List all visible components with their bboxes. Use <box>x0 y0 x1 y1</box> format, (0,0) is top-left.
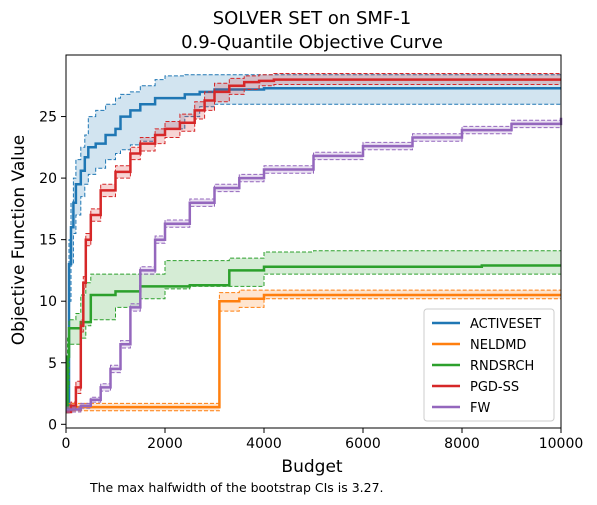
legend: ACTIVESET NELDMD RNDSRCH PGD-SS FW <box>423 308 555 422</box>
line-fw <box>66 117 563 411</box>
y-axis: 0 5 10 15 20 25 <box>39 110 66 433</box>
plot-area <box>65 54 563 429</box>
ci-upper-fw <box>66 114 562 408</box>
series-neldmd <box>66 289 561 412</box>
legend-label-neldmd: NELDMD <box>470 338 526 353</box>
x-tick-label: 0 <box>62 436 71 452</box>
plot-frame <box>65 54 562 429</box>
chart-subtitle: 0.9-Quantile Objective Curve <box>181 32 443 53</box>
x-axis: 0 2000 4000 6000 8000 10000 <box>62 428 584 452</box>
ci-upper-neldmd <box>66 289 561 404</box>
x-axis-label: Budget <box>281 457 342 477</box>
legend-box <box>423 308 555 422</box>
ci-upper-rndsrch <box>66 250 561 413</box>
y-tick-label: 0 <box>48 417 57 433</box>
x-tick-label: 4000 <box>246 436 282 452</box>
chart-title: SOLVER SET on SMF-1 <box>213 8 411 29</box>
legend-label-rndsrch: RNDSRCH <box>470 359 534 374</box>
y-tick-label: 25 <box>39 110 57 126</box>
legend-label-fw: FW <box>470 401 490 416</box>
y-axis-label: Objective Function Value <box>9 135 29 345</box>
y-tick-label: 5 <box>48 356 57 372</box>
series-fw <box>66 114 563 413</box>
y-tick-label: 20 <box>39 171 57 187</box>
ci-lower-rndsrch <box>66 273 561 413</box>
x-tick-label: 2000 <box>147 436 183 452</box>
x-tick-label: 8000 <box>444 436 480 452</box>
legend-label-activeset: ACTIVESET <box>470 317 541 332</box>
line-neldmd <box>66 293 561 409</box>
x-tick-label: 6000 <box>345 436 381 452</box>
ci-band-rndsrch <box>66 250 561 412</box>
chart: SOLVER SET on SMF-1 0.9-Quantile Objecti… <box>9 8 584 477</box>
legend-label-pgd-ss: PGD-SS <box>470 380 519 395</box>
series-pgd-ss <box>66 73 561 414</box>
ci-upper-activeset <box>66 74 561 413</box>
y-tick-label: 10 <box>39 294 57 310</box>
ci-band-activeset <box>66 74 561 412</box>
x-tick-label: 10000 <box>539 436 584 452</box>
footnote: The max halfwidth of the bootstrap CIs i… <box>90 480 384 495</box>
line-pgd-ss <box>66 78 561 414</box>
y-tick-label: 15 <box>39 233 57 249</box>
